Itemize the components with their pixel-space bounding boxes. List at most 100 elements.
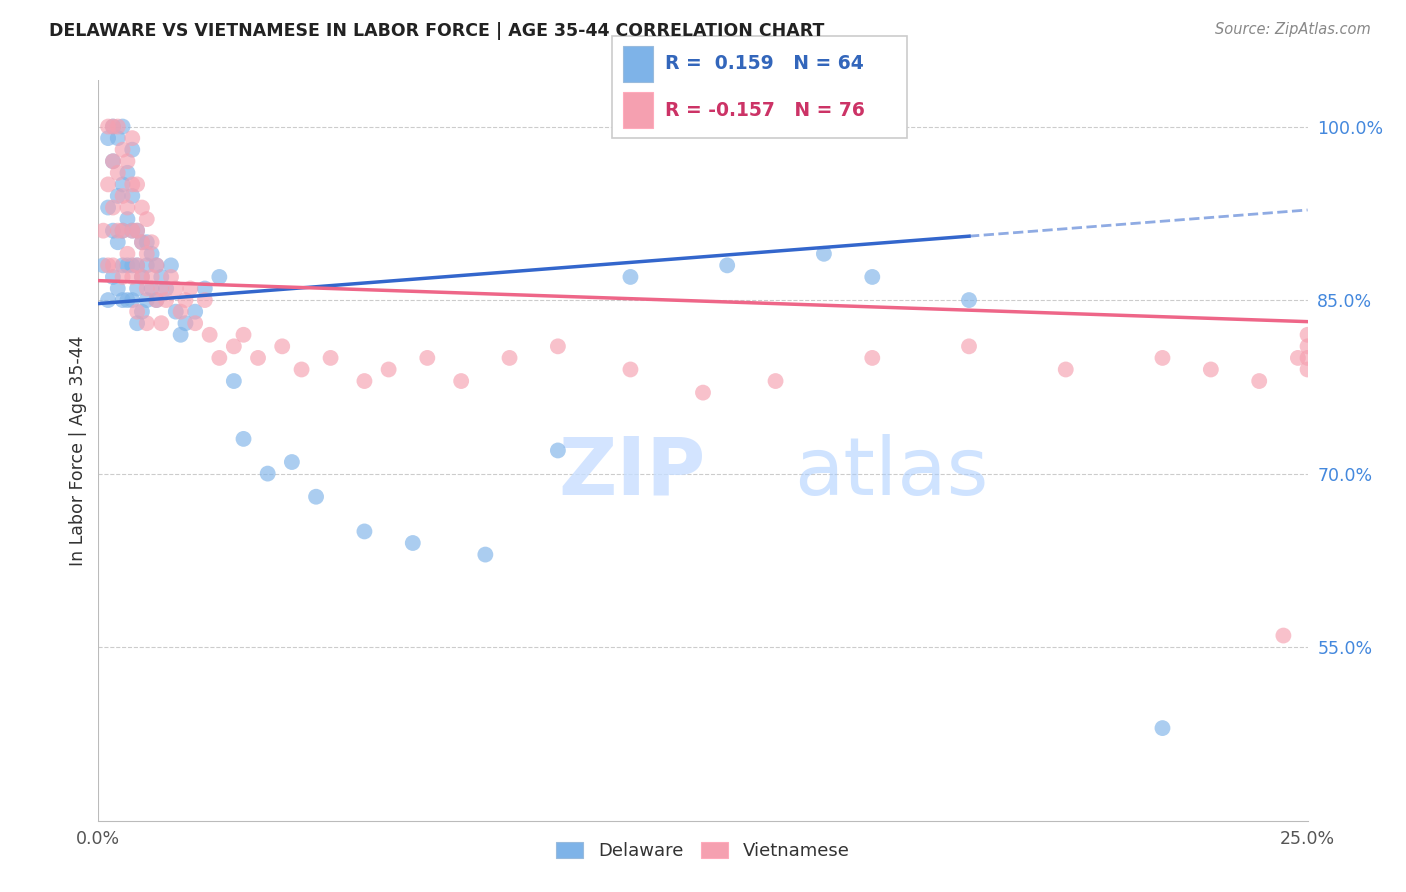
Text: R = -0.157   N = 76: R = -0.157 N = 76 [665,101,865,120]
Point [474,548,496,562]
Point [107,224,129,238]
Point [101,224,124,238]
Point [121,269,143,284]
Point [107,131,129,145]
Point [117,212,139,227]
Point [97,131,120,145]
Point [135,247,157,261]
Point [232,327,254,342]
Point [353,524,375,539]
Point [101,201,124,215]
Point [127,281,149,295]
Point [91,224,114,238]
Point [141,281,163,295]
Legend: Delaware, Vietnamese: Delaware, Vietnamese [550,834,856,867]
Point [101,259,124,273]
Point [131,304,153,318]
Point [169,304,191,318]
Point [160,259,183,273]
Point [692,385,714,400]
Point [101,120,124,134]
Point [290,362,312,376]
Point [1296,339,1319,353]
Point [107,281,129,295]
Point [127,304,149,318]
Point [145,259,167,273]
Point [127,224,149,238]
Point [101,154,124,169]
Point [97,178,120,192]
Text: Source: ZipAtlas.com: Source: ZipAtlas.com [1215,22,1371,37]
Point [1296,327,1319,342]
Point [716,259,738,273]
Point [150,269,173,284]
Point [957,293,980,307]
Point [117,247,139,261]
Point [150,316,173,330]
Point [150,281,173,295]
Point [174,316,197,330]
Point [135,293,157,307]
Point [111,224,134,238]
Point [1272,628,1295,642]
Point [121,178,143,192]
Point [271,339,294,353]
Point [1152,721,1174,735]
Point [281,455,304,469]
Point [165,304,187,318]
Point [121,259,143,273]
Point [127,259,149,273]
Point [111,120,134,134]
Point [860,269,883,284]
Point [1296,362,1319,376]
Point [547,339,569,353]
Point [131,269,153,284]
Point [145,293,167,307]
Point [131,235,153,250]
Point [141,235,163,250]
Point [174,293,197,307]
Point [141,269,163,284]
Point [117,293,139,307]
Point [97,120,120,134]
Point [91,259,114,273]
Point [97,293,120,307]
Point [194,281,217,295]
Point [97,201,120,215]
Point [97,259,120,273]
Point [135,212,157,227]
Point [107,120,129,134]
Point [111,189,134,203]
Point [179,281,201,295]
Point [121,131,143,145]
Point [319,351,342,365]
Point [101,269,124,284]
Point [117,154,139,169]
Point [101,120,124,134]
Point [619,362,641,376]
Point [127,224,149,238]
Point [1286,351,1309,365]
Point [107,189,129,203]
Point [1199,362,1222,376]
Point [957,339,980,353]
Point [131,201,153,215]
Point [198,327,221,342]
Point [107,235,129,250]
Point [117,259,139,273]
Point [765,374,787,388]
Point [860,351,883,365]
Point [353,374,375,388]
Point [169,327,191,342]
Bar [623,92,652,128]
Point [184,316,207,330]
Point [247,351,270,365]
Point [127,178,149,192]
Point [117,201,139,215]
Point [111,224,134,238]
Point [1054,362,1077,376]
Point [222,339,245,353]
Text: DELAWARE VS VIETNAMESE IN LABOR FORCE | AGE 35-44 CORRELATION CHART: DELAWARE VS VIETNAMESE IN LABOR FORCE | … [49,22,824,40]
Point [117,166,139,180]
Point [121,143,143,157]
